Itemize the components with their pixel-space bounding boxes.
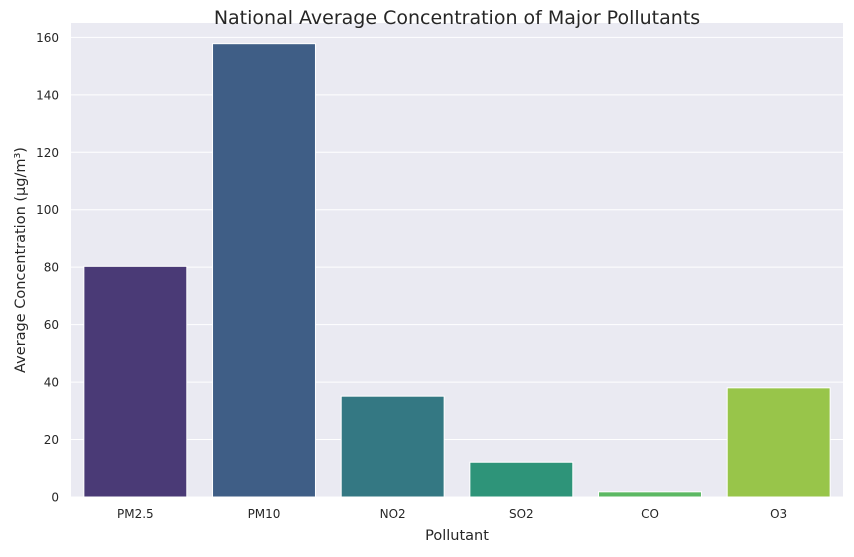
bar-pm2-5 bbox=[83, 265, 188, 498]
x-tick-label: O3 bbox=[770, 507, 787, 521]
y-tick-label: 20 bbox=[44, 433, 59, 447]
bar-pm10 bbox=[212, 43, 316, 498]
x-axis-label: Pollutant bbox=[425, 528, 489, 544]
x-tick-label: CO bbox=[641, 507, 659, 521]
x-tick-label: NO2 bbox=[380, 507, 406, 521]
y-tick-label: 0 bbox=[51, 491, 59, 505]
y-tick-labels: 0 20 40 60 80 100 120 140 160 bbox=[36, 31, 59, 505]
x-tick-label: SO2 bbox=[509, 507, 534, 521]
bar-o3 bbox=[726, 387, 831, 498]
y-axis-label: Average Concentration (µg/m³) bbox=[13, 147, 29, 373]
plot-background bbox=[71, 23, 843, 497]
bar-so2 bbox=[469, 461, 574, 498]
y-tick-label: 140 bbox=[36, 88, 59, 102]
bars bbox=[83, 43, 831, 498]
bar-no2 bbox=[340, 395, 445, 498]
x-tick-label: PM2.5 bbox=[117, 507, 154, 521]
y-tick-label: 40 bbox=[44, 376, 59, 390]
bar-co bbox=[598, 491, 702, 498]
chart-title: National Average Concentration of Major … bbox=[214, 7, 700, 29]
y-tick-label: 60 bbox=[44, 318, 59, 332]
y-tick-label: 80 bbox=[44, 261, 59, 275]
y-tick-label: 100 bbox=[36, 203, 59, 217]
x-tick-labels: PM2.5 PM10 NO2 SO2 CO O3 bbox=[117, 507, 787, 521]
y-tick-label: 160 bbox=[36, 31, 59, 45]
y-tick-label: 120 bbox=[36, 146, 59, 160]
x-tick-label: PM10 bbox=[248, 507, 281, 521]
gridlines bbox=[71, 36, 843, 498]
